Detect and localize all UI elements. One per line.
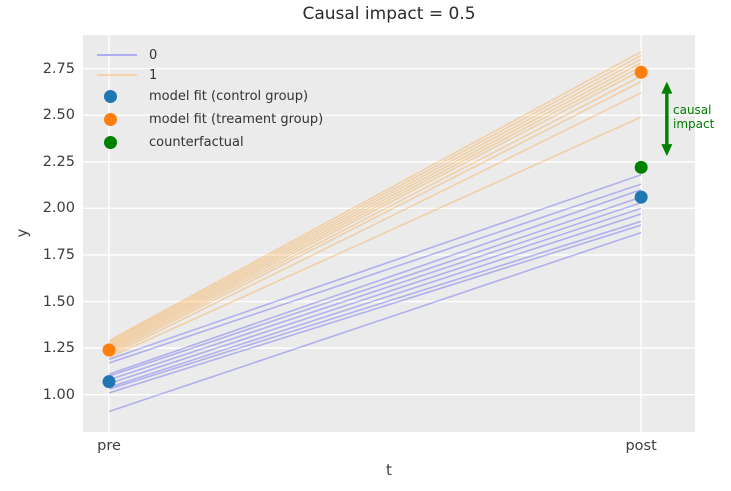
legend-label: counterfactual <box>149 135 244 150</box>
group0-line-swatch-icon <box>97 54 137 56</box>
causal-impact-annotation: causal impact <box>673 103 714 131</box>
legend-item-counterfactual: counterfactual <box>97 131 323 154</box>
plot-area: 0 1 model fit (control group) model fit … <box>83 35 714 432</box>
legend-label: 0 <box>149 47 158 63</box>
control-dot-icon <box>104 90 117 103</box>
legend-item-treatment-fit: model fit (treament group) <box>97 108 323 131</box>
legend-item-group0: 0 <box>97 45 323 65</box>
y-tick-label: 2.00 <box>42 200 75 217</box>
legend-item-group1: 1 <box>97 65 323 85</box>
legend: 0 1 model fit (control group) model fit … <box>97 45 323 154</box>
x-tick-label: pre <box>97 438 121 454</box>
y-tick-label: 1.00 <box>42 386 75 403</box>
chart-canvas <box>83 35 695 432</box>
x-axis-label: t <box>386 461 392 479</box>
y-tick-label: 2.50 <box>42 107 75 124</box>
annotation-line-2: impact <box>673 117 715 131</box>
group1-line-swatch-icon <box>97 74 137 76</box>
y-tick-label: 1.25 <box>42 340 75 357</box>
counterfactual-dot-icon <box>104 136 117 149</box>
x-tick-label: post <box>625 438 657 454</box>
legend-label: model fit (control group) <box>149 89 309 104</box>
legend-label: 1 <box>149 67 158 83</box>
y-tick-label: 1.75 <box>42 246 75 263</box>
legend-label: model fit (treament group) <box>149 112 324 127</box>
y-tick-label: 2.75 <box>42 60 75 77</box>
chart-title: Causal impact = 0.5 <box>302 4 476 24</box>
legend-item-control-fit: model fit (control group) <box>97 85 323 108</box>
y-tick-label: 2.25 <box>42 153 75 170</box>
treatment-dot-icon <box>104 113 117 126</box>
y-tick-label: 1.50 <box>42 293 75 310</box>
annotation-line-1: causal <box>673 103 712 117</box>
